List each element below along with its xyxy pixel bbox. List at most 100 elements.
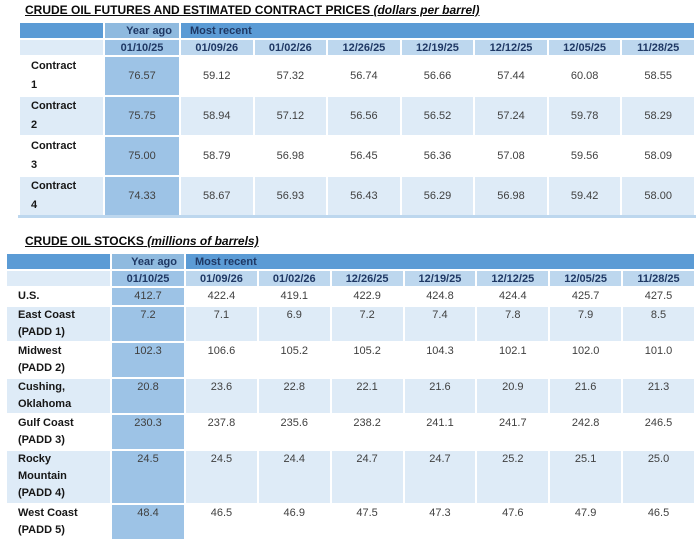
date-header: 12/19/25	[399, 38, 476, 57]
table-row: U.S. 412.7 422.4 419.1 422.9 424.8 424.4…	[5, 286, 696, 307]
date-header: 01/09/26	[179, 38, 255, 57]
table-row: East Coast (PADD 1) 7.2 7.1 6.9 7.2 7.4 …	[5, 305, 696, 343]
row-label: Contract 1	[18, 55, 105, 97]
value-cell: 56.45	[326, 135, 402, 177]
value-cell: 7.1	[184, 305, 259, 343]
value-cell: 241.7	[475, 413, 551, 451]
row-label: Contract 3	[18, 135, 105, 177]
value-cell: 59.12	[179, 55, 255, 97]
year-ago-header: Year ago	[103, 21, 181, 40]
value-cell: 22.1	[329, 377, 405, 415]
date-header: 12/12/25	[473, 38, 549, 57]
value-cell: 427.5	[621, 286, 696, 307]
row-label: Midwest (PADD 2)	[5, 341, 112, 379]
value-cell: 47.5	[329, 503, 405, 541]
date-header: 12/05/25	[546, 38, 623, 57]
value-cell: 58.79	[179, 135, 255, 177]
table-row: West Coast (PADD 5) 48.4 46.5 46.9 47.5 …	[5, 503, 696, 541]
value-cell: 24.4	[256, 449, 332, 505]
table-row: Contract 4 74.33 58.67 56.93 56.43 56.29…	[18, 175, 696, 218]
value-cell: 58.55	[620, 55, 696, 97]
value-cell: 8.5	[621, 305, 696, 343]
value-cell: 57.08	[473, 135, 549, 177]
value-cell: 23.6	[184, 377, 259, 415]
value-cell: 56.98	[252, 135, 329, 177]
value-cell: 241.1	[402, 413, 478, 451]
value-cell: 56.43	[326, 175, 402, 218]
value-cell: 56.36	[399, 135, 476, 177]
year-ago-value: 230.3	[110, 413, 186, 451]
value-cell: 7.8	[475, 305, 551, 343]
table-row: Contract 3 75.00 58.79 56.98 56.45 56.36…	[18, 135, 696, 177]
row-label: Rocky Mountain (PADD 4)	[5, 449, 112, 505]
value-cell: 422.9	[329, 286, 405, 307]
value-cell: 56.52	[399, 95, 476, 137]
value-cell: 424.8	[402, 286, 478, 307]
value-cell: 425.7	[548, 286, 624, 307]
row-label: East Coast (PADD 1)	[5, 305, 112, 343]
value-cell: 422.4	[184, 286, 259, 307]
row-label: Contract 2	[18, 95, 105, 137]
value-cell: 424.4	[475, 286, 551, 307]
date-header: 12/12/25	[475, 269, 551, 288]
value-cell: 56.93	[252, 175, 329, 218]
value-cell: 105.2	[329, 341, 405, 379]
value-cell: 57.32	[252, 55, 329, 97]
value-cell: 22.8	[256, 377, 332, 415]
value-cell: 57.24	[473, 95, 549, 137]
date-header: 01/09/26	[184, 269, 259, 288]
value-cell: 7.4	[402, 305, 478, 343]
table-row: Gulf Coast (PADD 3) 230.3 237.8 235.6 23…	[5, 413, 696, 451]
value-cell: 25.1	[548, 449, 624, 505]
value-cell: 102.0	[548, 341, 624, 379]
futures-header-row: Year ago Most recent	[18, 21, 696, 40]
value-cell: 7.9	[548, 305, 624, 343]
futures-title-units: (dollars per barrel)	[373, 3, 480, 17]
value-cell: 419.1	[256, 286, 332, 307]
date-header: 11/28/25	[621, 269, 696, 288]
date-header: 12/19/25	[402, 269, 478, 288]
value-cell: 25.0	[621, 449, 696, 505]
futures-date-row: 01/10/25 01/09/26 01/02/26 12/26/25 12/1…	[18, 38, 696, 57]
year-ago-value: 75.75	[103, 95, 181, 137]
value-cell: 238.2	[329, 413, 405, 451]
year-ago-date: 01/10/25	[110, 269, 186, 288]
report-page: CRUDE OIL FUTURES AND ESTIMATED CONTRACT…	[5, 3, 696, 541]
corner-cell	[18, 38, 105, 57]
date-header: 12/26/25	[329, 269, 405, 288]
stocks-date-row: 01/10/25 01/09/26 01/02/26 12/26/25 12/1…	[5, 269, 696, 288]
year-ago-value: 102.3	[110, 341, 186, 379]
value-cell: 6.9	[256, 305, 332, 343]
value-cell: 58.09	[620, 135, 696, 177]
value-cell: 56.29	[399, 175, 476, 218]
corner-cell	[18, 21, 105, 40]
table-row: Contract 2 75.75 58.94 57.12 56.56 56.52…	[18, 95, 696, 137]
value-cell: 47.3	[402, 503, 478, 541]
year-ago-value: 75.00	[103, 135, 181, 177]
value-cell: 58.29	[620, 95, 696, 137]
value-cell: 21.6	[402, 377, 478, 415]
value-cell: 106.6	[184, 341, 259, 379]
stocks-header-row: Year ago Most recent	[5, 252, 696, 271]
value-cell: 242.8	[548, 413, 624, 451]
row-label: U.S.	[5, 286, 112, 307]
value-cell: 57.12	[252, 95, 329, 137]
date-header: 01/02/26	[256, 269, 332, 288]
value-cell: 21.6	[548, 377, 624, 415]
value-cell: 21.3	[621, 377, 696, 415]
value-cell: 235.6	[256, 413, 332, 451]
row-label: West Coast (PADD 5)	[5, 503, 112, 541]
value-cell: 59.78	[546, 95, 623, 137]
value-cell: 47.6	[475, 503, 551, 541]
value-cell: 58.94	[179, 95, 255, 137]
row-label: Gulf Coast (PADD 3)	[5, 413, 112, 451]
value-cell: 59.56	[546, 135, 623, 177]
year-ago-value: 76.57	[103, 55, 181, 97]
value-cell: 246.5	[621, 413, 696, 451]
value-cell: 25.2	[475, 449, 551, 505]
futures-title-main: CRUDE OIL FUTURES AND ESTIMATED CONTRACT…	[25, 3, 371, 17]
row-label: Cushing, Oklahoma	[5, 377, 112, 415]
value-cell: 20.9	[475, 377, 551, 415]
year-ago-value: 74.33	[103, 175, 181, 218]
value-cell: 46.5	[621, 503, 696, 541]
